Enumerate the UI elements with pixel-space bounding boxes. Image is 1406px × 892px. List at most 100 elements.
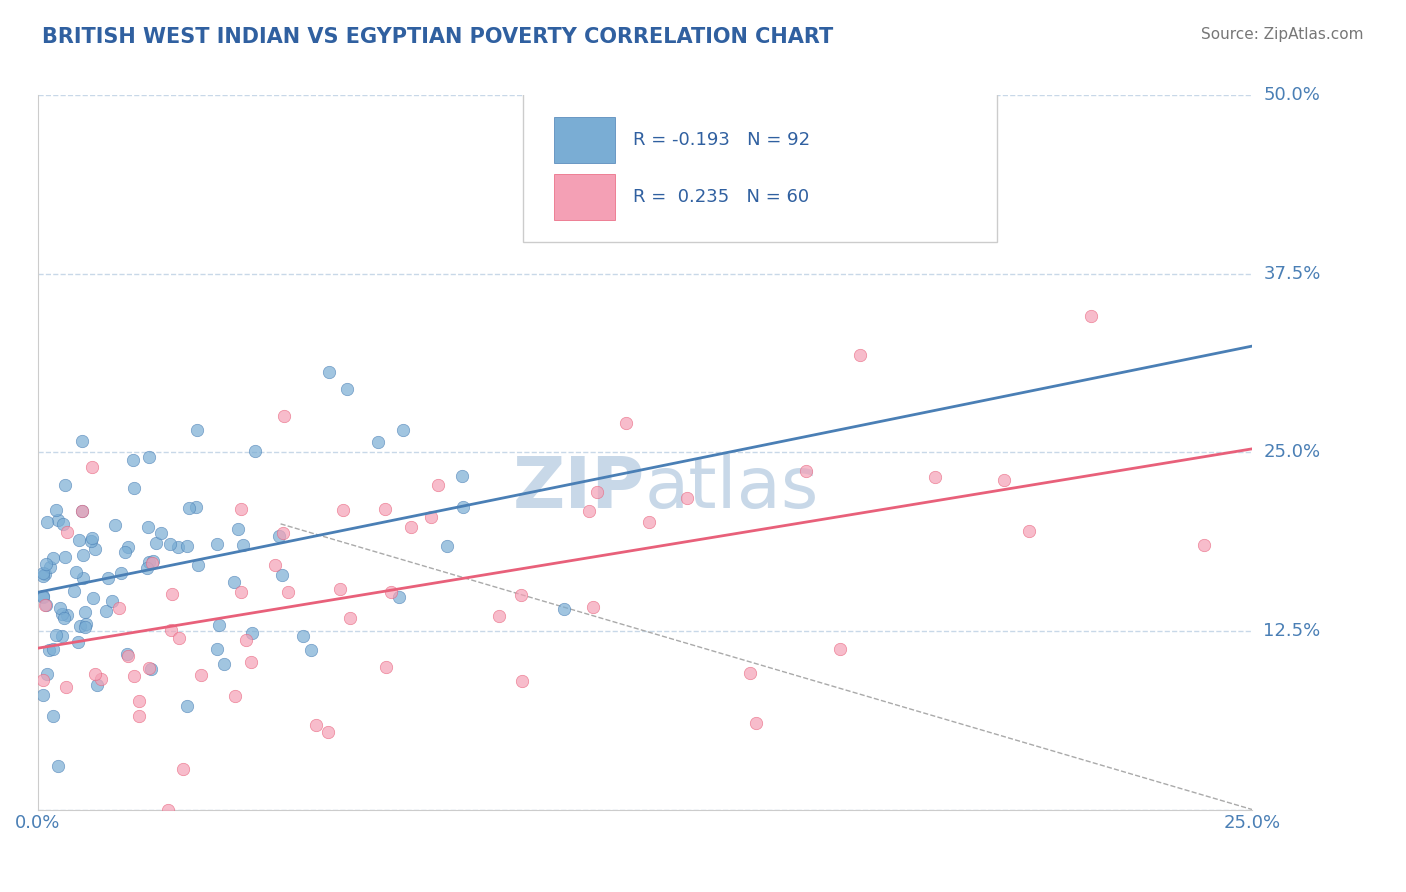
British West Indians [149,526,172,541]
Egyptians [56,525,79,540]
FancyBboxPatch shape [554,174,614,220]
British West Indians [115,648,138,662]
British West Indians [208,618,231,632]
British West Indians [186,500,208,515]
Egyptians [138,661,160,675]
Egyptians [794,464,817,478]
British West Indians [122,482,145,496]
Egyptians [235,632,257,647]
Egyptians [332,503,354,517]
Egyptians [329,582,352,596]
British West Indians [35,598,58,612]
British West Indians [271,567,294,582]
British West Indians [96,604,118,618]
Egyptians [401,520,423,534]
Egyptians [318,725,340,739]
Egyptians [172,762,194,776]
British West Indians [138,555,160,569]
Text: 50.0%: 50.0% [1264,87,1320,104]
British West Indians [142,554,165,568]
British West Indians [392,423,415,437]
Egyptians [128,694,150,708]
Egyptians [740,665,762,680]
British West Indians [86,678,108,692]
Egyptians [190,668,212,682]
Egyptians [420,509,443,524]
British West Indians [224,574,246,589]
British West Indians [145,536,167,550]
British West Indians [104,518,127,533]
Egyptians [239,656,262,670]
British West Indians [53,549,76,564]
Egyptians [141,556,163,570]
Egyptians [509,589,531,603]
Egyptians [380,585,402,599]
Egyptians [510,673,533,688]
Egyptians [745,716,768,731]
British West Indians [214,657,236,672]
British West Indians [141,662,163,676]
British West Indians [69,619,91,633]
Egyptians [374,502,396,516]
Egyptians [426,478,449,492]
British West Indians [166,540,188,554]
Text: 25.0%: 25.0% [1264,443,1320,461]
British West Indians [49,601,72,615]
Egyptians [339,611,361,625]
Egyptians [128,709,150,723]
Egyptians [638,516,661,530]
Egyptians [108,601,131,615]
British West Indians [121,452,143,467]
British West Indians [41,551,63,566]
British West Indians [34,566,56,581]
Egyptians [122,669,145,683]
Egyptians [160,624,183,638]
Egyptians [169,631,191,645]
British West Indians [176,698,198,713]
British West Indians [35,515,58,529]
British West Indians [46,513,69,527]
British West Indians [69,533,91,547]
Egyptians [80,459,103,474]
Egyptians [70,504,93,518]
British West Indians [31,589,53,603]
Egyptians [585,484,607,499]
Egyptians [83,666,105,681]
British West Indians [336,383,359,397]
Egyptians [1018,524,1040,538]
British West Indians [228,522,250,536]
British West Indians [80,534,103,549]
British West Indians [436,539,458,553]
British West Indians [135,561,157,575]
British West Indians [159,537,181,551]
British West Indians [553,602,575,616]
British West Indians [232,537,254,551]
British West Indians [240,625,263,640]
British West Indians [34,557,56,571]
Text: 12.5%: 12.5% [1264,622,1320,640]
Egyptians [849,348,872,362]
British West Indians [75,619,97,633]
British West Indians [66,635,89,649]
Egyptians [488,609,510,624]
British West Indians [269,529,291,543]
Egyptians [1192,537,1215,551]
Egyptians [156,803,179,817]
British West Indians [367,435,389,450]
British West Indians [35,667,58,681]
Egyptians [374,660,396,674]
British West Indians [179,500,201,515]
Text: R =  0.235   N = 60: R = 0.235 N = 60 [633,188,808,206]
British West Indians [65,565,87,579]
British West Indians [38,643,60,657]
British West Indians [72,548,94,562]
Text: atlas: atlas [645,454,820,523]
Egyptians [828,641,851,656]
British West Indians [53,611,76,625]
British West Indians [72,571,94,585]
Text: 37.5%: 37.5% [1264,265,1320,283]
British West Indians [46,758,69,772]
British West Indians [31,569,53,583]
Text: R = -0.193   N = 92: R = -0.193 N = 92 [633,130,810,149]
Egyptians [924,469,946,483]
